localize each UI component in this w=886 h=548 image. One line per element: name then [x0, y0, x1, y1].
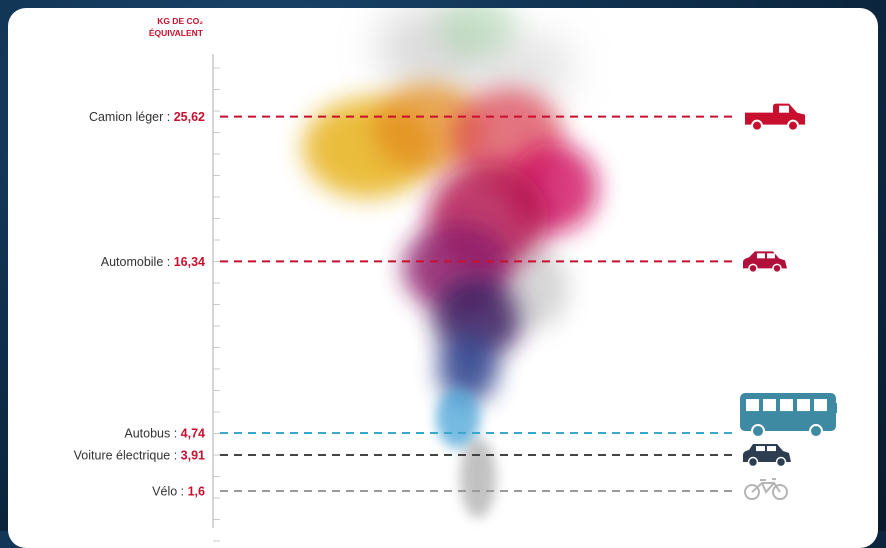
y-axis: [212, 54, 220, 542]
category-value: 25,62: [174, 110, 205, 124]
infographic-card: Camion léger : 25,62 Automobile : 16,34 Au…: [8, 8, 878, 548]
car-icon: [743, 251, 787, 274]
category-value: 3,91: [181, 449, 205, 463]
category-label: Autobus : 4,74: [124, 427, 205, 441]
unit-label-line1: KG DE CO₂: [157, 16, 203, 26]
category-name: Vélo :: [152, 485, 187, 499]
smoke-plume-illustration: [303, 8, 598, 518]
category-value: 1,6: [188, 485, 205, 499]
reference-lines: [220, 115, 736, 493]
category-name: Camion léger :: [89, 110, 174, 124]
electric-car-icon: [743, 444, 791, 468]
category-label: Automobile : 16,34: [101, 255, 205, 269]
pickup-truck-icon: [745, 103, 805, 132]
category-name: Autobus :: [124, 427, 180, 441]
category-label: Vélo : 1,6: [152, 485, 205, 499]
vehicle-icons: [740, 103, 837, 501]
bus-icon: [740, 393, 837, 439]
category-label: Camion léger : 25,62: [89, 110, 205, 124]
unit-label-line2: ÉQUIVALENT: [149, 28, 204, 38]
category-value: 4,74: [181, 427, 205, 441]
bicycle-icon: [744, 478, 788, 501]
category-name: Automobile :: [101, 255, 174, 269]
category-label: Voiture électrique : 3,91: [74, 449, 205, 463]
category-name: Voiture électrique :: [74, 449, 181, 463]
category-value: 16,34: [174, 255, 205, 269]
